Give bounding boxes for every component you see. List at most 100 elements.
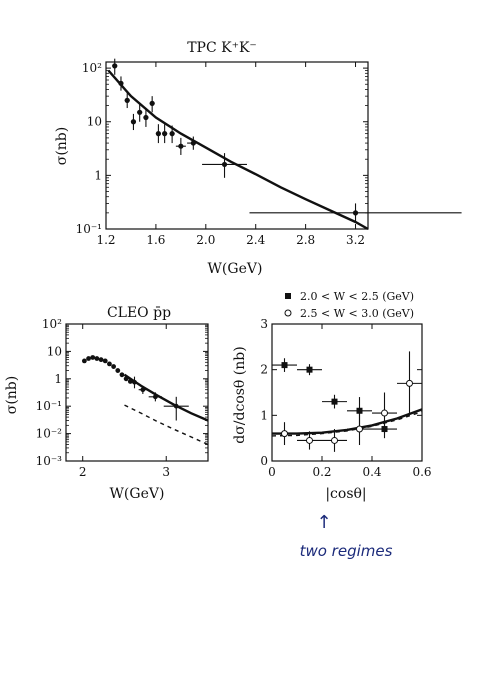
cleo-low-w-point bbox=[111, 364, 117, 369]
x-tick-label: 2.0 bbox=[196, 233, 215, 247]
tpc-data-point bbox=[155, 131, 161, 137]
tpc-data-point bbox=[124, 97, 130, 103]
angular-low-w-point bbox=[331, 398, 338, 405]
y-tick-label: 10⁻¹ bbox=[36, 399, 62, 413]
annotation-arrow: ↑ bbox=[316, 512, 331, 533]
tpc-data-point bbox=[169, 131, 175, 137]
y-tick-label: 1 bbox=[54, 372, 62, 386]
x-tick-label: 3 bbox=[162, 465, 170, 479]
x-tick-label: 2.8 bbox=[296, 233, 315, 247]
cleo-low-w-point bbox=[86, 356, 91, 361]
y-tick-label: 10 bbox=[87, 115, 102, 129]
tpc-data-point bbox=[162, 131, 168, 137]
cleo-x-axis-label: W(GeV) bbox=[110, 486, 165, 502]
legend-filled-square-marker bbox=[285, 293, 291, 299]
angular-high-w-point bbox=[306, 436, 313, 444]
y-tick-label: 1 bbox=[260, 408, 268, 422]
cleo-plot-frame bbox=[65, 323, 209, 462]
cleo-low-w-point bbox=[90, 355, 96, 360]
cleo-model-curve-dashed bbox=[124, 404, 209, 446]
cleo-high-w-point bbox=[152, 394, 158, 400]
angular-low-w-point bbox=[356, 407, 363, 414]
tpc-marks bbox=[107, 58, 462, 231]
legend-entry-low-w: 2.0 < W < 2.5 (GeV) bbox=[300, 290, 414, 303]
x-tick-label: 0.6 bbox=[412, 465, 431, 479]
y-tick-label: 10² bbox=[42, 317, 62, 331]
cleo-high-w-point bbox=[173, 403, 179, 409]
angular-low-w-point bbox=[306, 366, 313, 373]
tpc-plot-frame bbox=[105, 61, 369, 230]
y-tick-label: 10² bbox=[82, 61, 102, 75]
angular-y-axis-label: dσ/dcosθ (nb) bbox=[232, 346, 248, 443]
annotation-text: two regimes bbox=[300, 542, 393, 560]
y-tick-label: 1 bbox=[94, 168, 102, 182]
y-tick-label: 0 bbox=[260, 454, 268, 468]
cleo-low-w-point bbox=[94, 356, 100, 361]
angular-x-axis-label: |cosθ| bbox=[325, 486, 366, 502]
tpc-data-point bbox=[178, 143, 184, 149]
tpc-data-point bbox=[149, 100, 155, 106]
cleo-low-w-point bbox=[98, 357, 104, 363]
cleo-marks bbox=[81, 355, 209, 446]
tpc-data-point bbox=[130, 119, 137, 125]
x-tick-label: 0 bbox=[268, 465, 276, 479]
legend-open-circle-marker bbox=[284, 309, 292, 317]
cleo-chart: CLEO p̄p 2 3 10⁻³ 10⁻² 10⁻¹ 1 10 10² W(GeV) σ(n… bbox=[4, 305, 209, 502]
x-tick-label: 1.2 bbox=[96, 233, 115, 247]
angular-high-w-point bbox=[331, 436, 338, 444]
angular-high-w-point bbox=[356, 425, 363, 433]
cleo-low-w-point bbox=[81, 358, 87, 364]
tpc-model-curve bbox=[107, 69, 369, 231]
cleo-low-w-point bbox=[127, 379, 133, 384]
tpc-ticks: 1.2 1.6 2.0 2.4 2.8 3.2 10⁻¹ 1 10 10² bbox=[76, 61, 368, 247]
angular-ticks: 0 0.2 0.4 0.6 0 1 2 3 bbox=[260, 317, 431, 479]
cleo-y-axis-label: σ(nb) bbox=[4, 376, 20, 414]
cleo-low-w-point bbox=[102, 358, 108, 364]
y-tick-label: 10⁻² bbox=[36, 427, 63, 441]
tpc-data-point bbox=[143, 114, 149, 121]
tpc-x-axis-label: W(GeV) bbox=[208, 261, 263, 277]
cleo-low-w-point bbox=[123, 376, 129, 382]
tpc-data-point bbox=[112, 63, 118, 69]
angular-legend: 2.0 < W < 2.5 (GeV) 2.5 < W < 3.0 (GeV) bbox=[284, 290, 414, 320]
angular-marks bbox=[271, 351, 423, 452]
x-tick-label: 2.4 bbox=[246, 233, 265, 247]
y-tick-label: 3 bbox=[260, 317, 268, 331]
x-tick-label: 1.6 bbox=[146, 233, 165, 247]
cleo-low-w-point bbox=[115, 368, 121, 373]
angular-low-w-point bbox=[281, 362, 288, 369]
tpc-data-point bbox=[137, 109, 143, 115]
tpc-data-point bbox=[118, 80, 124, 86]
angular-model-curve-dashed bbox=[271, 411, 423, 437]
angular-plot-frame bbox=[271, 323, 423, 462]
x-tick-label: 2 bbox=[79, 465, 87, 479]
x-tick-label: 0.2 bbox=[312, 465, 331, 479]
tpc-data-point bbox=[352, 210, 359, 216]
tpc-data-point bbox=[190, 140, 196, 146]
cleo-ticks: 2 3 10⁻³ 10⁻² 10⁻¹ 1 10 10² bbox=[36, 317, 208, 479]
cleo-low-w-point bbox=[119, 372, 125, 378]
cleo-model-curve-solid bbox=[123, 373, 209, 422]
angular-high-w-point bbox=[406, 379, 413, 387]
y-tick-label: 2 bbox=[260, 363, 268, 377]
tpc-chart-title: TPC K⁺K⁻ bbox=[187, 40, 257, 56]
y-tick-label: 10⁻¹ bbox=[76, 222, 102, 236]
legend-entry-high-w: 2.5 < W < 3.0 (GeV) bbox=[300, 307, 414, 320]
cleo-low-w-point bbox=[107, 361, 112, 367]
cleo-chart-title: CLEO p̄p bbox=[107, 305, 171, 321]
angular-high-w-point bbox=[381, 409, 388, 417]
angular-high-w-point bbox=[281, 430, 288, 438]
cleo-high-w-point bbox=[140, 387, 146, 393]
angular-chart: 0 0.2 0.4 0.6 0 1 2 3 2.0 < W < 2.5 (GeV) 2.5 <… bbox=[232, 290, 432, 502]
cleo-high-w-point bbox=[132, 379, 137, 385]
handwritten-annotation: ↑ two regimes bbox=[300, 512, 393, 560]
tpc-y-axis-label: σ(nb) bbox=[54, 127, 70, 165]
y-tick-label: 10⁻³ bbox=[36, 454, 63, 468]
tpc-data-point bbox=[221, 161, 228, 168]
angular-model-curve-solid bbox=[272, 408, 423, 435]
tpc-chart: TPC K⁺K⁻ 1.2 1.6 2.0 2.4 2.8 3.2 10⁻¹ 1 10 10² W(… bbox=[54, 40, 462, 277]
x-tick-label: 3.2 bbox=[346, 233, 365, 247]
x-tick-label: 0.4 bbox=[362, 465, 381, 479]
y-tick-label: 10 bbox=[47, 344, 62, 358]
